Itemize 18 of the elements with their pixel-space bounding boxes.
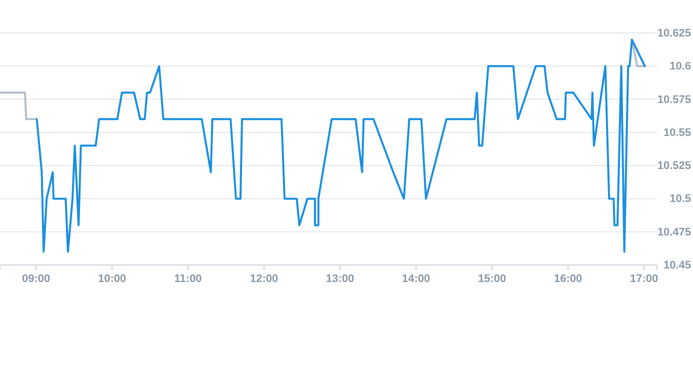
x-tick-label: 13:00 <box>326 272 354 285</box>
x-tick-label: 17:00 <box>630 272 658 285</box>
y-tick-label: 10.525 <box>657 160 691 172</box>
x-tick-label: 12:00 <box>250 272 278 285</box>
x-tick-label: 11:00 <box>174 272 202 285</box>
x-tick-label: 14:00 <box>402 272 430 285</box>
y-tick-label: 10.575 <box>657 94 691 106</box>
y-tick-label: 10.475 <box>657 226 691 238</box>
y-tick-label: 10.6 <box>670 60 691 73</box>
line-series <box>36 38 646 253</box>
y-tick-label: 10.625 <box>657 28 691 40</box>
y-tick-label: 10.55 <box>663 126 691 139</box>
x-tick-label: 16:00 <box>554 272 582 285</box>
y-tick-label: 10.45 <box>663 260 691 272</box>
x-tick-label: 09:00 <box>22 272 50 285</box>
y-tick-label: 10.5 <box>670 193 691 206</box>
x-tick-label: 10:00 <box>98 272 126 285</box>
x-tick-label: 15:00 <box>478 272 506 285</box>
